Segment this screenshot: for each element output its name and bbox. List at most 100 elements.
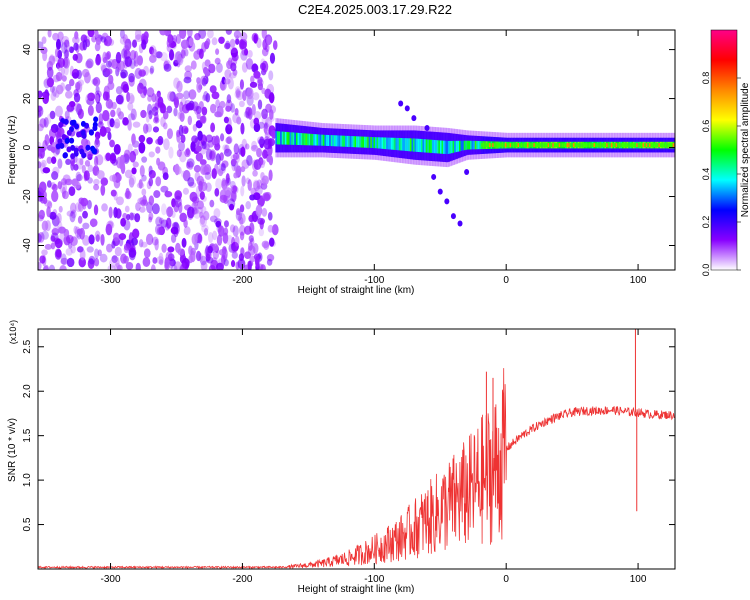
spectrogram-band-core (438, 140, 441, 154)
spectrogram-noise-cell (238, 253, 245, 261)
spectrogram-band-peak (569, 143, 572, 148)
spectrogram-noise-cell (257, 76, 263, 85)
spectrogram-noise-cell (140, 109, 147, 119)
spectrogram-noise-cell (210, 122, 216, 133)
spectrogram-noise-cell (146, 137, 153, 145)
spectrogram-noise-cell (176, 80, 183, 93)
spectrogram-noise-cell (183, 76, 192, 84)
spectrogram-band-core (394, 137, 397, 150)
spectrogram-noise-cell (124, 169, 133, 179)
spectrogram-band-core (430, 139, 433, 153)
spectrogram-noise-cell (82, 39, 88, 51)
spectrogram-noise-cell (124, 205, 130, 213)
spectrogram-noise-cell (251, 32, 259, 43)
snr-x-tick-label: -100 (364, 574, 384, 585)
spectrogram-noise-cell (38, 209, 45, 220)
spectrogram-noise-cell (187, 115, 193, 126)
spectrogram-noise-cell (62, 190, 69, 200)
spectrogram-band-core (370, 136, 373, 148)
colorbar-gradient (710, 29, 738, 271)
spectrogram-noise-cell (175, 92, 184, 100)
spectrogram-noise-cell (65, 248, 73, 256)
spectrogram-noise-cell (239, 79, 245, 90)
spectrogram-noise-cell (184, 148, 191, 158)
spectrogram-noise-cell (43, 117, 49, 128)
spectrogram-band-peak (527, 143, 530, 148)
spectrogram-band-core (432, 139, 435, 154)
spectrogram-band-core (435, 140, 438, 154)
spectrogram-noise-cell (157, 96, 164, 108)
spectrogram-noise-cell (193, 199, 199, 207)
spectrogram-noise-cell (191, 101, 199, 112)
spectrogram-noise-cell (178, 124, 184, 137)
spectrogram-noise-cell (99, 253, 108, 263)
spectrogram-noise-cell (268, 138, 276, 147)
spectrogram-band-peak (566, 143, 569, 148)
spectrogram-band-cell (424, 124, 430, 131)
spectrogram-noise-cell (242, 90, 247, 102)
spectrogram-noise-cell (116, 196, 124, 206)
spectrogram-band-core (313, 134, 316, 146)
spectrogram-noise-cell (125, 262, 134, 270)
spectrogram-noise-cell (252, 170, 258, 177)
spectrogram-band-core (476, 140, 479, 150)
spectrogram-noise-cell (199, 215, 206, 225)
spectrogram-noise-cell (148, 195, 155, 206)
spectrogram-noise-cell (235, 35, 240, 45)
spectrogram-band-cell (457, 220, 463, 227)
spectrogram-noise-cell (239, 216, 244, 226)
spectrogram-noise-cell (269, 52, 276, 64)
spectrogram-noise-cell (267, 211, 273, 221)
spectrogram-noise-cell (136, 55, 144, 66)
spectrogram-noise-cell (51, 85, 58, 97)
spectrogram-noise-cell (201, 106, 208, 116)
spectrogram-noise-cell (247, 260, 252, 270)
spectrogram-noise-cell (38, 161, 42, 169)
spectrogram-noise-cell (183, 90, 190, 100)
spectrogram-band-core (330, 135, 333, 147)
spectrogram-band-peak (652, 143, 655, 148)
spectrogram-noise-cell (61, 186, 66, 199)
spectrogram-noise-cell (59, 142, 65, 149)
spectrogram-noise-cell (258, 227, 265, 237)
spectrogram-band-peak (574, 143, 577, 148)
spectrogram-noise-cell (66, 210, 74, 217)
spectrogram-noise-cell (263, 122, 268, 134)
spectrogram-band-peak (577, 143, 580, 148)
spectrogram-noise-cell (88, 129, 94, 136)
spectrogram-frame (37, 29, 676, 271)
spectrogram-noise-cell (213, 137, 219, 145)
spectrogram-noise-cell (100, 63, 107, 72)
spectrogram-noise-cell (215, 153, 221, 166)
spectrogram-noise-cell (65, 90, 73, 99)
spectrogram-noise-cell (50, 235, 56, 242)
spectrogram-band-core (405, 138, 408, 151)
snr-frame (37, 328, 676, 570)
spectrogram-noise-cell (215, 220, 222, 228)
spectrogram-noise-cell (178, 140, 185, 152)
spectrogram-noise-cell (61, 35, 70, 46)
spectrogram-band-peak (558, 143, 561, 148)
spectrogram-noise-cell (239, 204, 245, 213)
spectrogram-noise-cell (200, 260, 208, 270)
spectrogram-noise-cell (85, 93, 92, 105)
spectrogram-band-cell (444, 198, 450, 205)
spectrogram-band-core (351, 136, 354, 148)
spectrogram-noise-cell (249, 255, 257, 263)
spectrogram-band-core (411, 138, 414, 152)
spectrogram-band-peak (495, 143, 498, 148)
spectrogram-band-core (346, 135, 349, 147)
spectrogram-noise-cell (101, 32, 109, 40)
spectrogram-noise-cell (38, 123, 44, 132)
spectrogram-noise-cell (168, 146, 174, 159)
spectrogram-band-core (397, 137, 400, 151)
spectrogram-noise-cell (163, 63, 172, 72)
spectrogram-noise-cell (188, 37, 194, 47)
spectrogram-band-core (311, 133, 314, 146)
spectrogram-x-tick-label: -300 (101, 275, 121, 286)
spectrogram-band-peak (601, 143, 604, 148)
spectrogram-noise-cell (200, 205, 207, 215)
spectrogram-noise-cell (138, 69, 147, 77)
spectrogram-noise-cell (209, 199, 215, 208)
spectrogram-noise-cell (226, 177, 231, 186)
